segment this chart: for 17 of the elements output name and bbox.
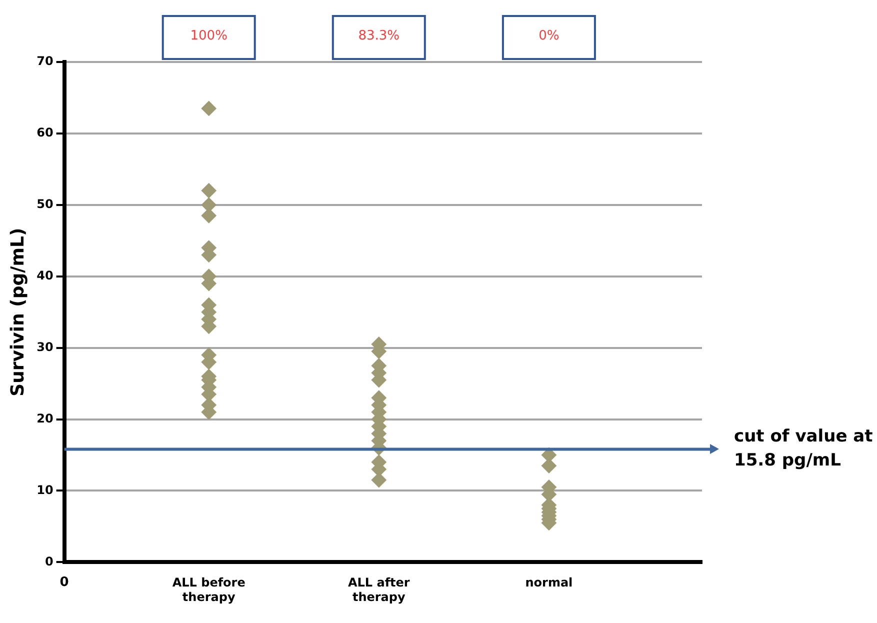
text: 100% (190, 28, 228, 44)
y-tick-label: 40 (36, 268, 54, 282)
x-tick-label: normal (525, 576, 573, 590)
y-tick-label: 50 (36, 197, 54, 212)
y-tick-label: 30 (36, 340, 54, 354)
y-tick-label: 0 (44, 554, 54, 568)
ref-line-label: cut of value at 15.8 pg/mL (734, 426, 873, 471)
y-tick-label: 10 (36, 482, 54, 497)
y-tick-label: 70 (36, 54, 54, 68)
x-tick-label: ALL after therapy (348, 576, 410, 604)
text: 0 (60, 575, 69, 590)
text: 83.3% (358, 28, 400, 44)
y-tick-label: 60 (36, 126, 54, 140)
text: 0% (538, 28, 560, 44)
x-tick-label: ALL before therapy (172, 576, 246, 604)
y-tick-label: 20 (36, 411, 54, 426)
y-axis-title: Survivin (pg/mL) (7, 228, 28, 396)
